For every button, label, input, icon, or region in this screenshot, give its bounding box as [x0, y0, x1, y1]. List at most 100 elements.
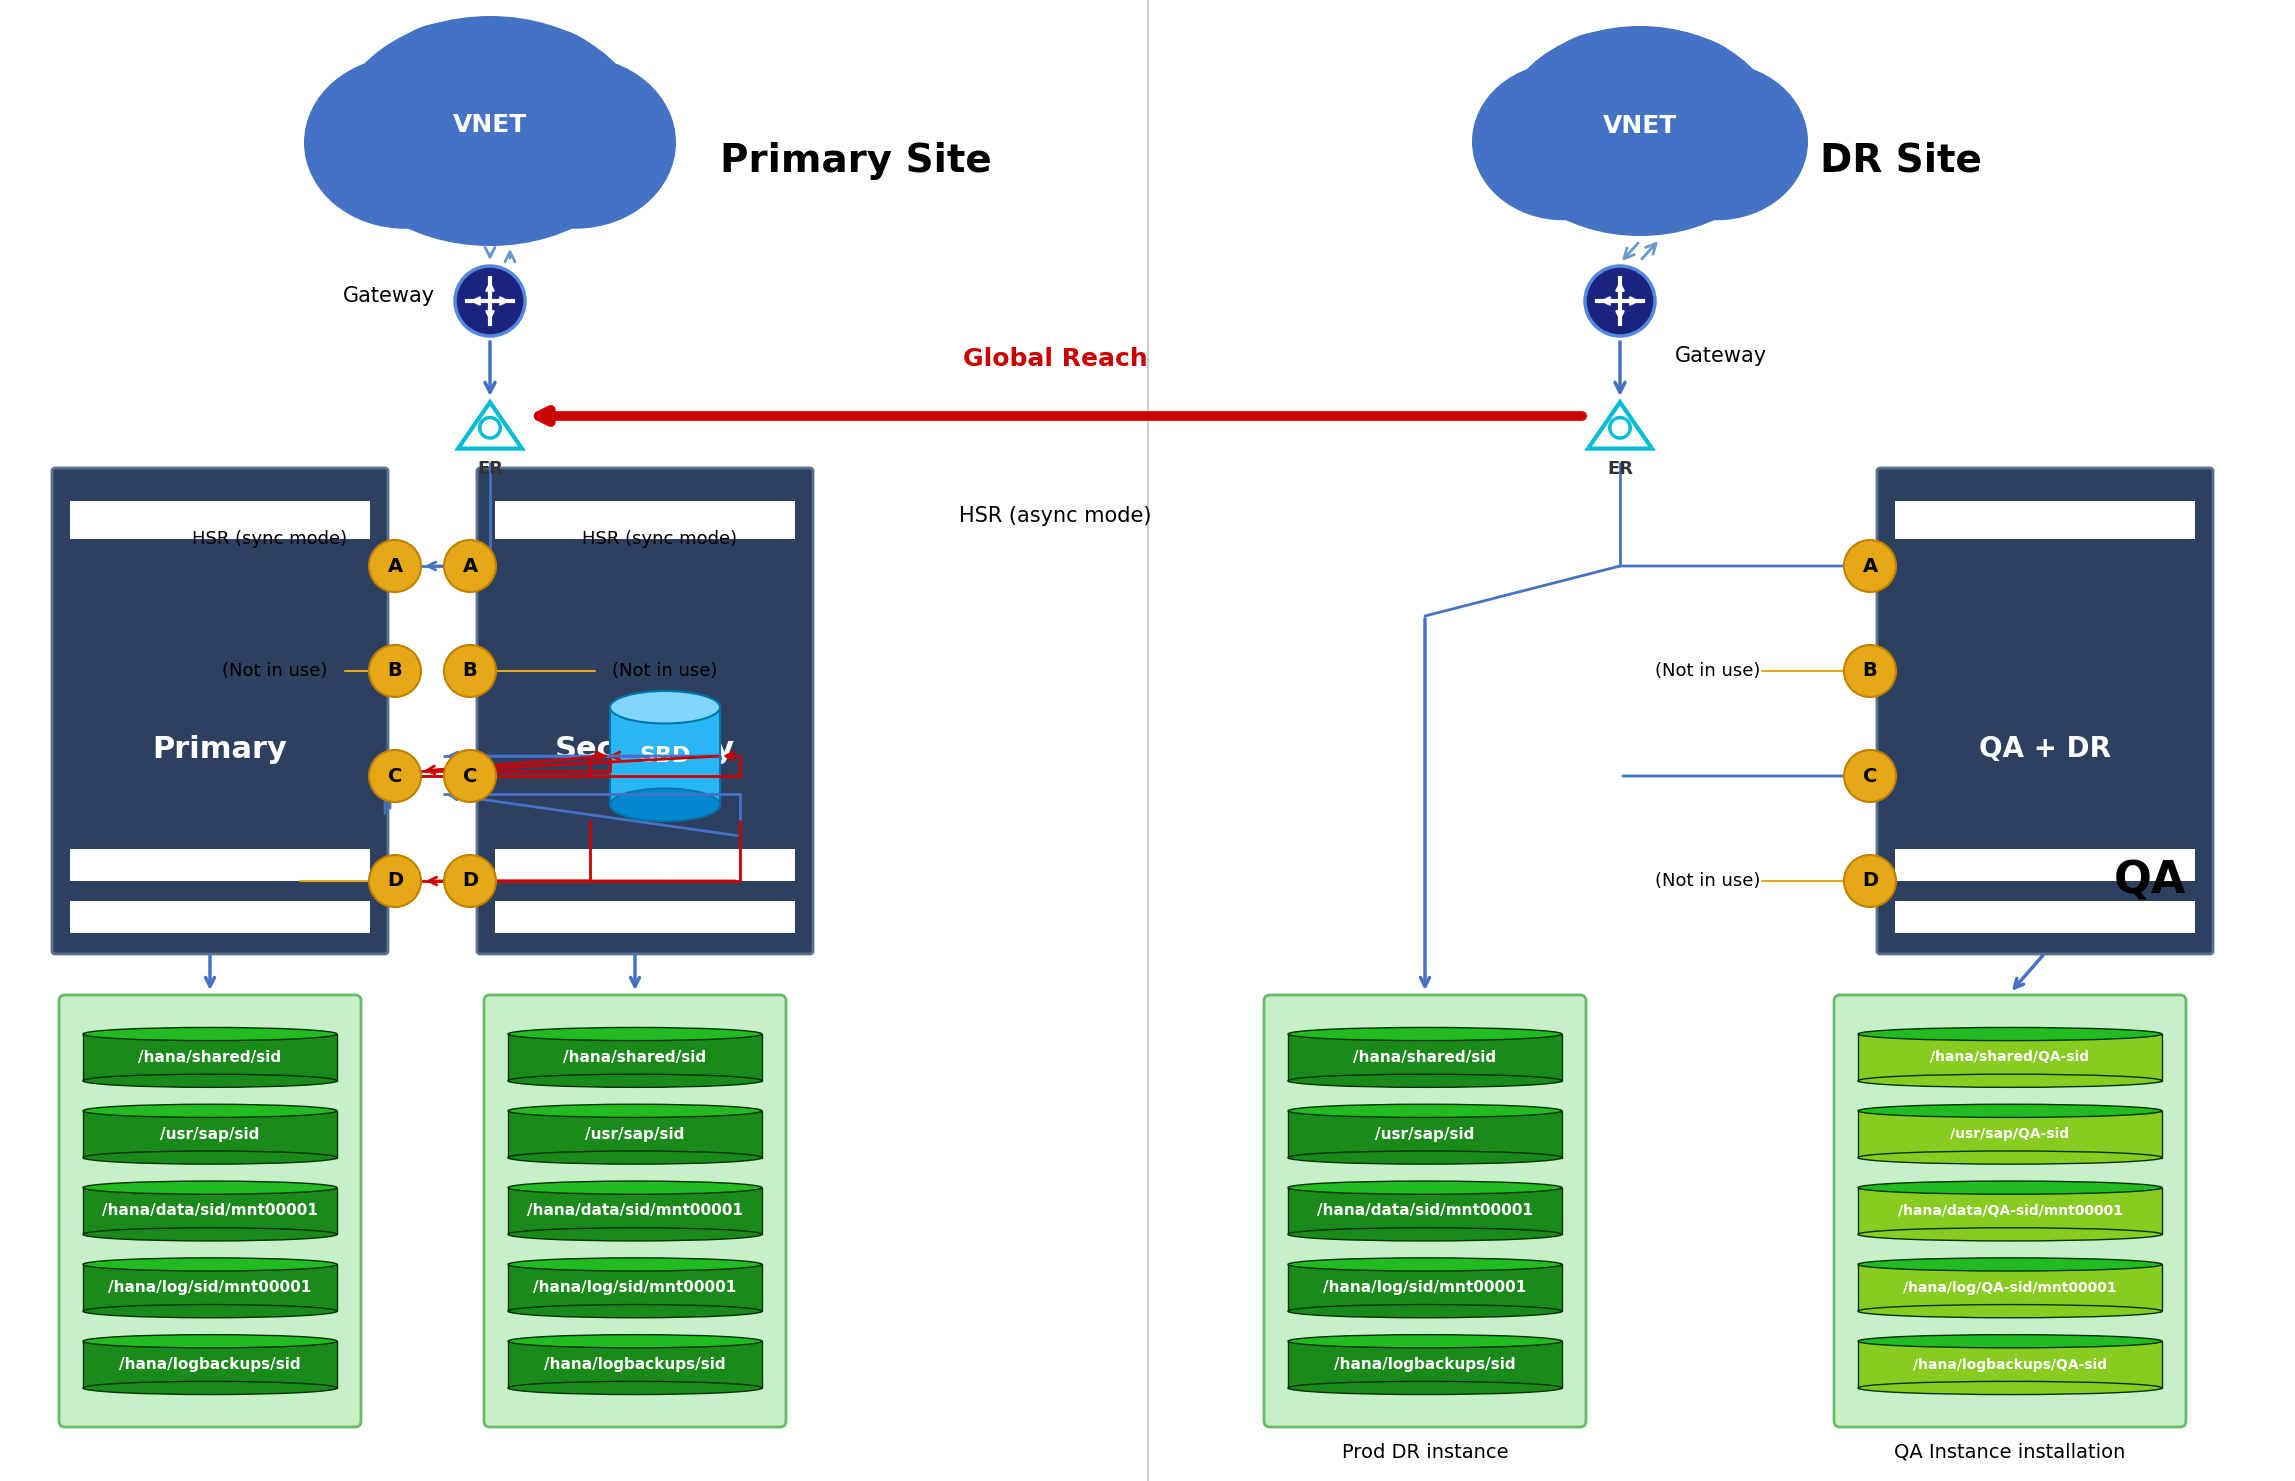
- Text: (Not in use): (Not in use): [223, 662, 328, 680]
- Text: /hana/log/sid/mnt00001: /hana/log/sid/mnt00001: [532, 1280, 737, 1296]
- Text: ER: ER: [477, 459, 503, 478]
- Text: /hana/logbackups/sid: /hana/logbackups/sid: [544, 1357, 725, 1371]
- Ellipse shape: [83, 1257, 337, 1271]
- Circle shape: [1609, 418, 1629, 438]
- Bar: [1859, 1188, 2162, 1234]
- Ellipse shape: [1859, 1180, 2162, 1194]
- Text: HSR (sync mode): HSR (sync mode): [193, 530, 347, 548]
- Ellipse shape: [1287, 1382, 1563, 1395]
- Text: C: C: [388, 767, 402, 785]
- Text: Global Reach: Global Reach: [962, 347, 1148, 372]
- Bar: [1859, 1111, 2162, 1158]
- Bar: [1859, 1265, 2162, 1311]
- Circle shape: [443, 855, 496, 906]
- Text: D: D: [1861, 871, 1877, 890]
- Text: HSR (sync mode): HSR (sync mode): [583, 530, 737, 548]
- Ellipse shape: [507, 1228, 762, 1241]
- Text: Prod DR instance: Prod DR instance: [1343, 1442, 1508, 1462]
- Bar: [496, 900, 794, 933]
- Ellipse shape: [303, 56, 505, 228]
- Text: /hana/logbackups/QA-sid: /hana/logbackups/QA-sid: [1914, 1358, 2107, 1371]
- Bar: [83, 1342, 337, 1388]
- Ellipse shape: [507, 1180, 762, 1194]
- Circle shape: [443, 749, 496, 803]
- Text: Primary: Primary: [151, 735, 287, 764]
- FancyBboxPatch shape: [484, 995, 785, 1428]
- Text: /usr/sap/sid: /usr/sap/sid: [1375, 1127, 1476, 1142]
- Bar: [1896, 849, 2194, 881]
- Ellipse shape: [1535, 31, 1675, 157]
- Ellipse shape: [1287, 1334, 1563, 1348]
- Bar: [1896, 501, 2194, 539]
- Text: /usr/sap/sid: /usr/sap/sid: [161, 1127, 259, 1142]
- Bar: [507, 1265, 762, 1311]
- Text: D: D: [388, 871, 404, 890]
- Ellipse shape: [1501, 27, 1781, 235]
- Text: /hana/shared/QA-sid: /hana/shared/QA-sid: [1930, 1050, 2088, 1065]
- Ellipse shape: [404, 105, 576, 244]
- Text: SBD: SBD: [640, 746, 691, 766]
- Bar: [507, 1111, 762, 1158]
- Bar: [1896, 900, 2194, 933]
- Circle shape: [480, 418, 500, 438]
- Bar: [1287, 1111, 1563, 1158]
- Bar: [496, 849, 794, 881]
- Bar: [1287, 1342, 1563, 1388]
- Circle shape: [369, 646, 420, 698]
- Text: D: D: [461, 871, 477, 890]
- Bar: [496, 501, 794, 539]
- Ellipse shape: [1287, 1074, 1563, 1087]
- Text: VNET: VNET: [1602, 114, 1678, 138]
- FancyBboxPatch shape: [1877, 468, 2212, 954]
- Bar: [83, 1034, 337, 1081]
- Ellipse shape: [1471, 62, 1655, 221]
- Ellipse shape: [507, 1305, 762, 1318]
- FancyBboxPatch shape: [477, 468, 812, 954]
- Circle shape: [369, 855, 420, 906]
- Circle shape: [454, 267, 526, 336]
- Text: /hana/log/sid/mnt00001: /hana/log/sid/mnt00001: [108, 1280, 312, 1296]
- Bar: [83, 1111, 337, 1158]
- Text: /hana/data/sid/mnt00001: /hana/data/sid/mnt00001: [528, 1204, 744, 1219]
- Ellipse shape: [1287, 1028, 1563, 1041]
- Text: B: B: [464, 662, 477, 680]
- Ellipse shape: [83, 1151, 337, 1164]
- Text: (Not in use): (Not in use): [613, 662, 718, 680]
- Ellipse shape: [1859, 1382, 2162, 1395]
- Text: /hana/logbackups/sid: /hana/logbackups/sid: [1333, 1357, 1515, 1371]
- Ellipse shape: [374, 22, 528, 160]
- Text: /hana/data/QA-sid/mnt00001: /hana/data/QA-sid/mnt00001: [1898, 1204, 2123, 1217]
- Bar: [71, 501, 369, 539]
- Ellipse shape: [335, 16, 645, 246]
- Text: A: A: [461, 557, 477, 576]
- Ellipse shape: [507, 1105, 762, 1118]
- Ellipse shape: [83, 1305, 337, 1318]
- Ellipse shape: [1625, 62, 1808, 221]
- Ellipse shape: [507, 1074, 762, 1087]
- Text: B: B: [388, 662, 402, 680]
- Ellipse shape: [507, 1257, 762, 1271]
- Ellipse shape: [1859, 1257, 2162, 1271]
- Circle shape: [443, 541, 496, 592]
- Ellipse shape: [1287, 1105, 1563, 1118]
- Bar: [1859, 1034, 2162, 1081]
- Bar: [1859, 1342, 2162, 1388]
- Ellipse shape: [1859, 1151, 2162, 1164]
- Text: HSR (async mode): HSR (async mode): [959, 507, 1152, 526]
- Ellipse shape: [1287, 1305, 1563, 1318]
- Text: Gateway: Gateway: [1675, 347, 1767, 366]
- Text: QA: QA: [2114, 859, 2187, 902]
- Text: ER: ER: [1606, 459, 1634, 478]
- Text: /hana/logbackups/sid: /hana/logbackups/sid: [119, 1357, 301, 1371]
- Text: /hana/data/sid/mnt00001: /hana/data/sid/mnt00001: [1317, 1204, 1533, 1219]
- Text: Secondary: Secondary: [555, 735, 734, 764]
- Text: /hana/data/sid/mnt00001: /hana/data/sid/mnt00001: [101, 1204, 319, 1219]
- Ellipse shape: [610, 788, 721, 820]
- Circle shape: [1843, 749, 1896, 803]
- Text: /hana/shared/sid: /hana/shared/sid: [138, 1050, 282, 1065]
- Text: (Not in use): (Not in use): [1655, 662, 1760, 680]
- Text: Primary Site: Primary Site: [721, 142, 991, 181]
- Ellipse shape: [1287, 1228, 1563, 1241]
- Circle shape: [1843, 646, 1896, 698]
- Ellipse shape: [1602, 34, 1756, 164]
